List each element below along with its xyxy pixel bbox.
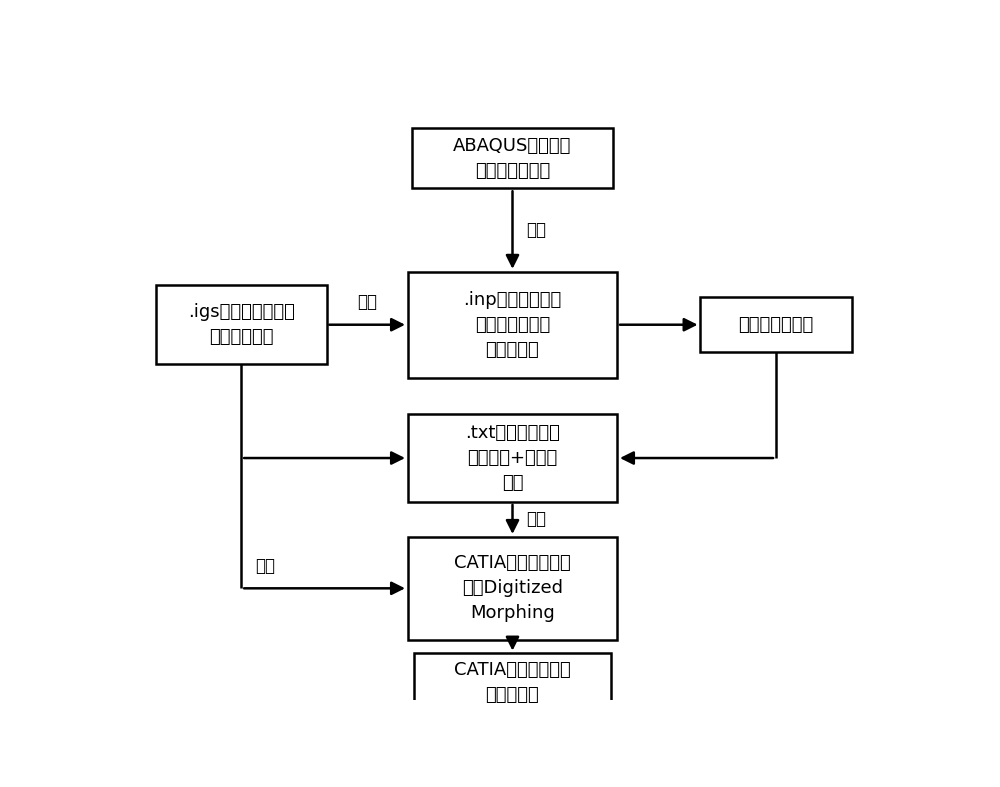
- FancyBboxPatch shape: [414, 653, 611, 711]
- FancyBboxPatch shape: [408, 537, 617, 640]
- Text: 导入: 导入: [526, 511, 546, 528]
- FancyBboxPatch shape: [700, 297, 852, 352]
- Text: ABAQUS里得到的
热膨胀后的零件: ABAQUS里得到的 热膨胀后的零件: [453, 137, 572, 179]
- Text: 各节点坐标增量: 各节点坐标增量: [738, 316, 814, 334]
- Text: 生成: 生成: [526, 221, 546, 239]
- Text: .inp文件（热膨胀
后的零件各节点
终点坐标）: .inp文件（热膨胀 后的零件各节点 终点坐标）: [463, 290, 562, 359]
- FancyBboxPatch shape: [408, 272, 617, 378]
- Text: 相减: 相减: [357, 294, 377, 312]
- FancyBboxPatch shape: [156, 286, 326, 364]
- Text: CATIA创成式外形设
计的Digitized
Morphing: CATIA创成式外形设 计的Digitized Morphing: [454, 554, 571, 623]
- FancyBboxPatch shape: [408, 414, 617, 502]
- Text: .igs文件（零件各节
点初始坐标）: .igs文件（零件各节 点初始坐标）: [188, 303, 295, 346]
- FancyBboxPatch shape: [412, 127, 613, 188]
- Text: 导入: 导入: [255, 557, 275, 575]
- Text: CATIA里得到的热膨
胀后的零件: CATIA里得到的热膨 胀后的零件: [454, 661, 571, 704]
- Text: .txt文件（各节点
初始坐标+坐标增
量）: .txt文件（各节点 初始坐标+坐标增 量）: [465, 424, 560, 492]
